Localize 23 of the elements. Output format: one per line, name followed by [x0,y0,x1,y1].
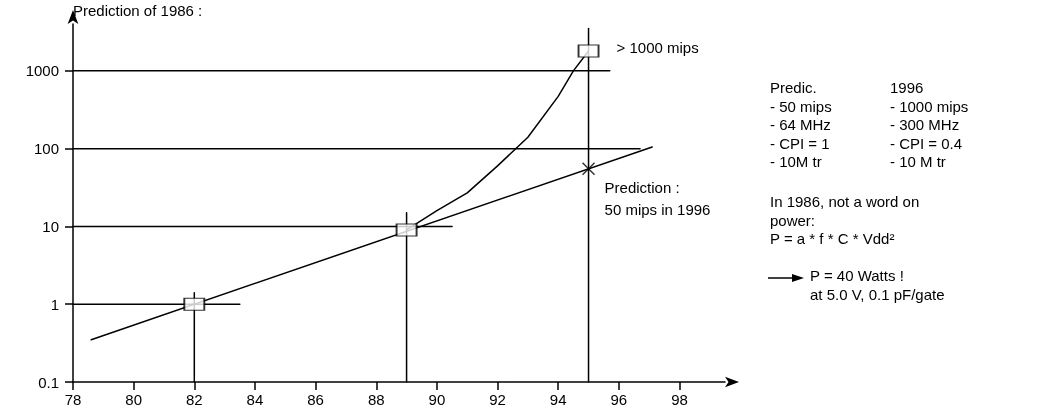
x-tick-label: 96 [610,391,628,408]
x-tick-label: 92 [489,391,506,408]
y-axis-title: Prediction of 1986 : [73,2,203,19]
y-tick-label: 100 [33,140,59,158]
x-tick-label: 78 [64,391,82,408]
x-tick-label: 94 [549,391,567,408]
y-tick-label: 1 [50,295,59,313]
x-tick-label: 82 [185,391,203,408]
x-tick-label: 86 [307,391,324,408]
y-tick-label: 0.1 [38,373,59,391]
x-tick-label: 80 [125,391,142,408]
text: Predic. - 50 mips - 64 MHz - CPI = 1 - 10M tr [770,79,832,170]
x-tick-label: 90 [428,391,446,408]
text: P = 40 Watts ! at 5.0 V, 0.1 pF/gate [810,267,945,303]
annotation: Prediction : 50 mips in 1996 [604,179,711,219]
text: 1996 - 1000 mips - 300 MHz - CPI = 0.4 - 10 M tr [890,79,969,170]
y-tick-label: 10 [42,217,59,235]
text: In 1986, not a word on power: P = a * f * C * Vdd² [770,193,920,247]
x-tick-label: 88 [367,391,385,408]
annotation: > 1000 mips [616,39,699,57]
x-tick-label: 98 [671,391,688,408]
x-tick-label: 84 [246,391,264,408]
y-tick-label: 1000 [25,62,59,80]
